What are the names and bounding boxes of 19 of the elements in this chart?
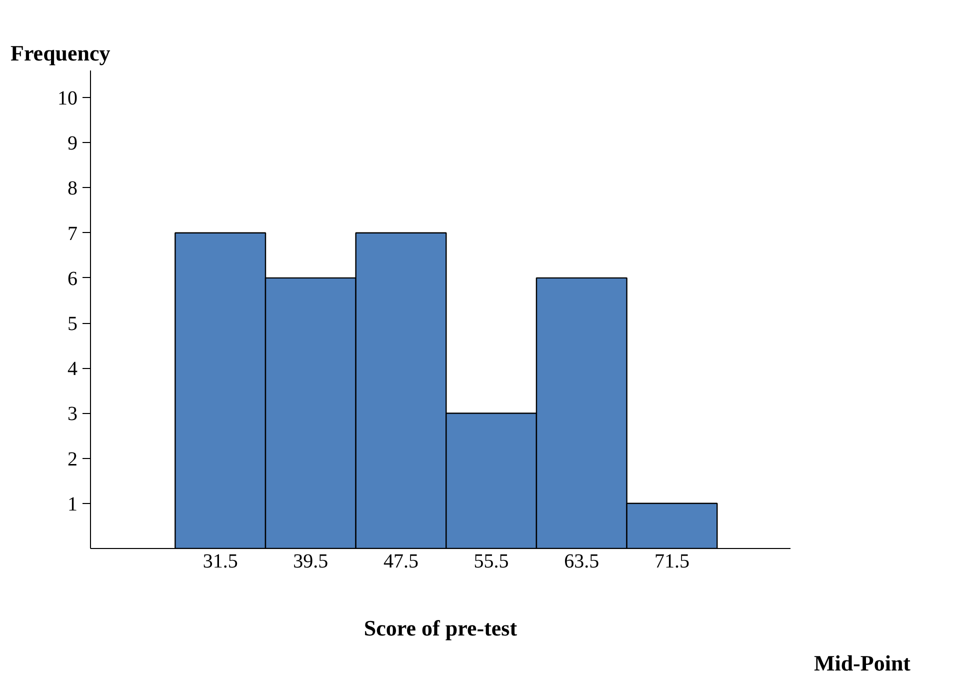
y-tick-label: 7 — [68, 222, 78, 245]
x-tick-label: 47.5 — [383, 550, 418, 572]
x-axis-title: Score of pre-test — [364, 616, 518, 640]
y-tick-label: 5 — [68, 313, 78, 336]
y-tick-label: 4 — [68, 358, 78, 380]
y-tick-label: 2 — [68, 448, 78, 470]
x-tick-label: 31.5 — [202, 550, 238, 572]
y-tick-label: 6 — [68, 268, 78, 290]
x-tick-label: 71.5 — [654, 550, 690, 572]
y-axis-title: Frequency — [10, 40, 110, 66]
text: Mid-Point — [814, 650, 912, 676]
y-tick-label: 9 — [68, 132, 78, 155]
y-tick-label: 3 — [68, 403, 78, 426]
x-tick-label: 39.5 — [293, 550, 328, 572]
x-tick-label: 63.5 — [564, 550, 600, 572]
x-tick-label: 55.5 — [474, 550, 509, 572]
y-tick-label: 8 — [68, 178, 78, 200]
y-tick-label: 10 — [58, 88, 78, 110]
y-tick-label: 1 — [68, 493, 78, 516]
